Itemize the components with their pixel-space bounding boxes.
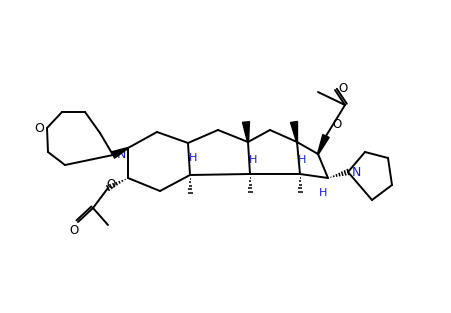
Text: H: H xyxy=(298,155,306,165)
Text: N: N xyxy=(116,148,126,162)
Text: H: H xyxy=(249,155,257,165)
Text: O: O xyxy=(69,223,78,237)
Text: N: N xyxy=(351,166,361,178)
Text: O: O xyxy=(338,81,348,95)
Text: O: O xyxy=(34,121,44,135)
Text: O: O xyxy=(332,117,341,131)
Polygon shape xyxy=(318,135,329,154)
Text: O: O xyxy=(106,178,115,192)
Text: H: H xyxy=(189,153,197,163)
Polygon shape xyxy=(243,122,249,142)
Text: H: H xyxy=(319,188,327,198)
Polygon shape xyxy=(290,121,298,142)
Polygon shape xyxy=(111,147,128,158)
